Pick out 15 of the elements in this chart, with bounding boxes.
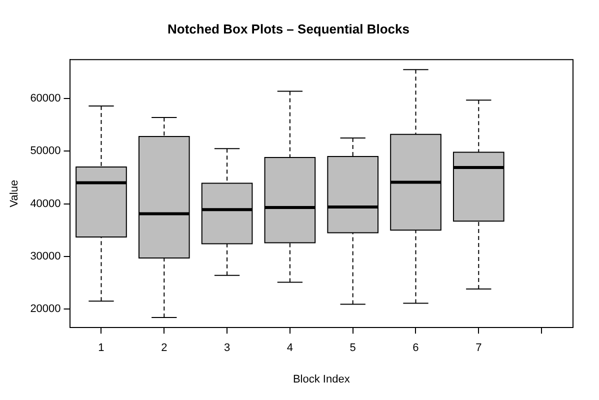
x-tick-label: 4 bbox=[286, 342, 294, 354]
x-tick-label: 3 bbox=[224, 342, 230, 354]
x-tick-label: 7 bbox=[476, 342, 482, 354]
x-tick-label: 2 bbox=[161, 342, 168, 354]
y-tick-label: 40000 bbox=[30, 198, 61, 210]
y-axis-title: Value bbox=[8, 180, 21, 208]
chart-title: Notched Box Plots – Sequential Blocks bbox=[168, 21, 410, 36]
x-tick-label: 1 bbox=[98, 342, 104, 354]
y-tick-label: 20000 bbox=[30, 303, 61, 316]
x-tick-label: 6 bbox=[412, 342, 419, 354]
x-axis-title: Block Index bbox=[292, 373, 350, 386]
y-tick-label: 50000 bbox=[30, 145, 61, 158]
x-tick-label: 5 bbox=[350, 342, 356, 354]
y-tick-label: 30000 bbox=[30, 250, 61, 262]
y-tick-label: 60000 bbox=[30, 92, 61, 105]
